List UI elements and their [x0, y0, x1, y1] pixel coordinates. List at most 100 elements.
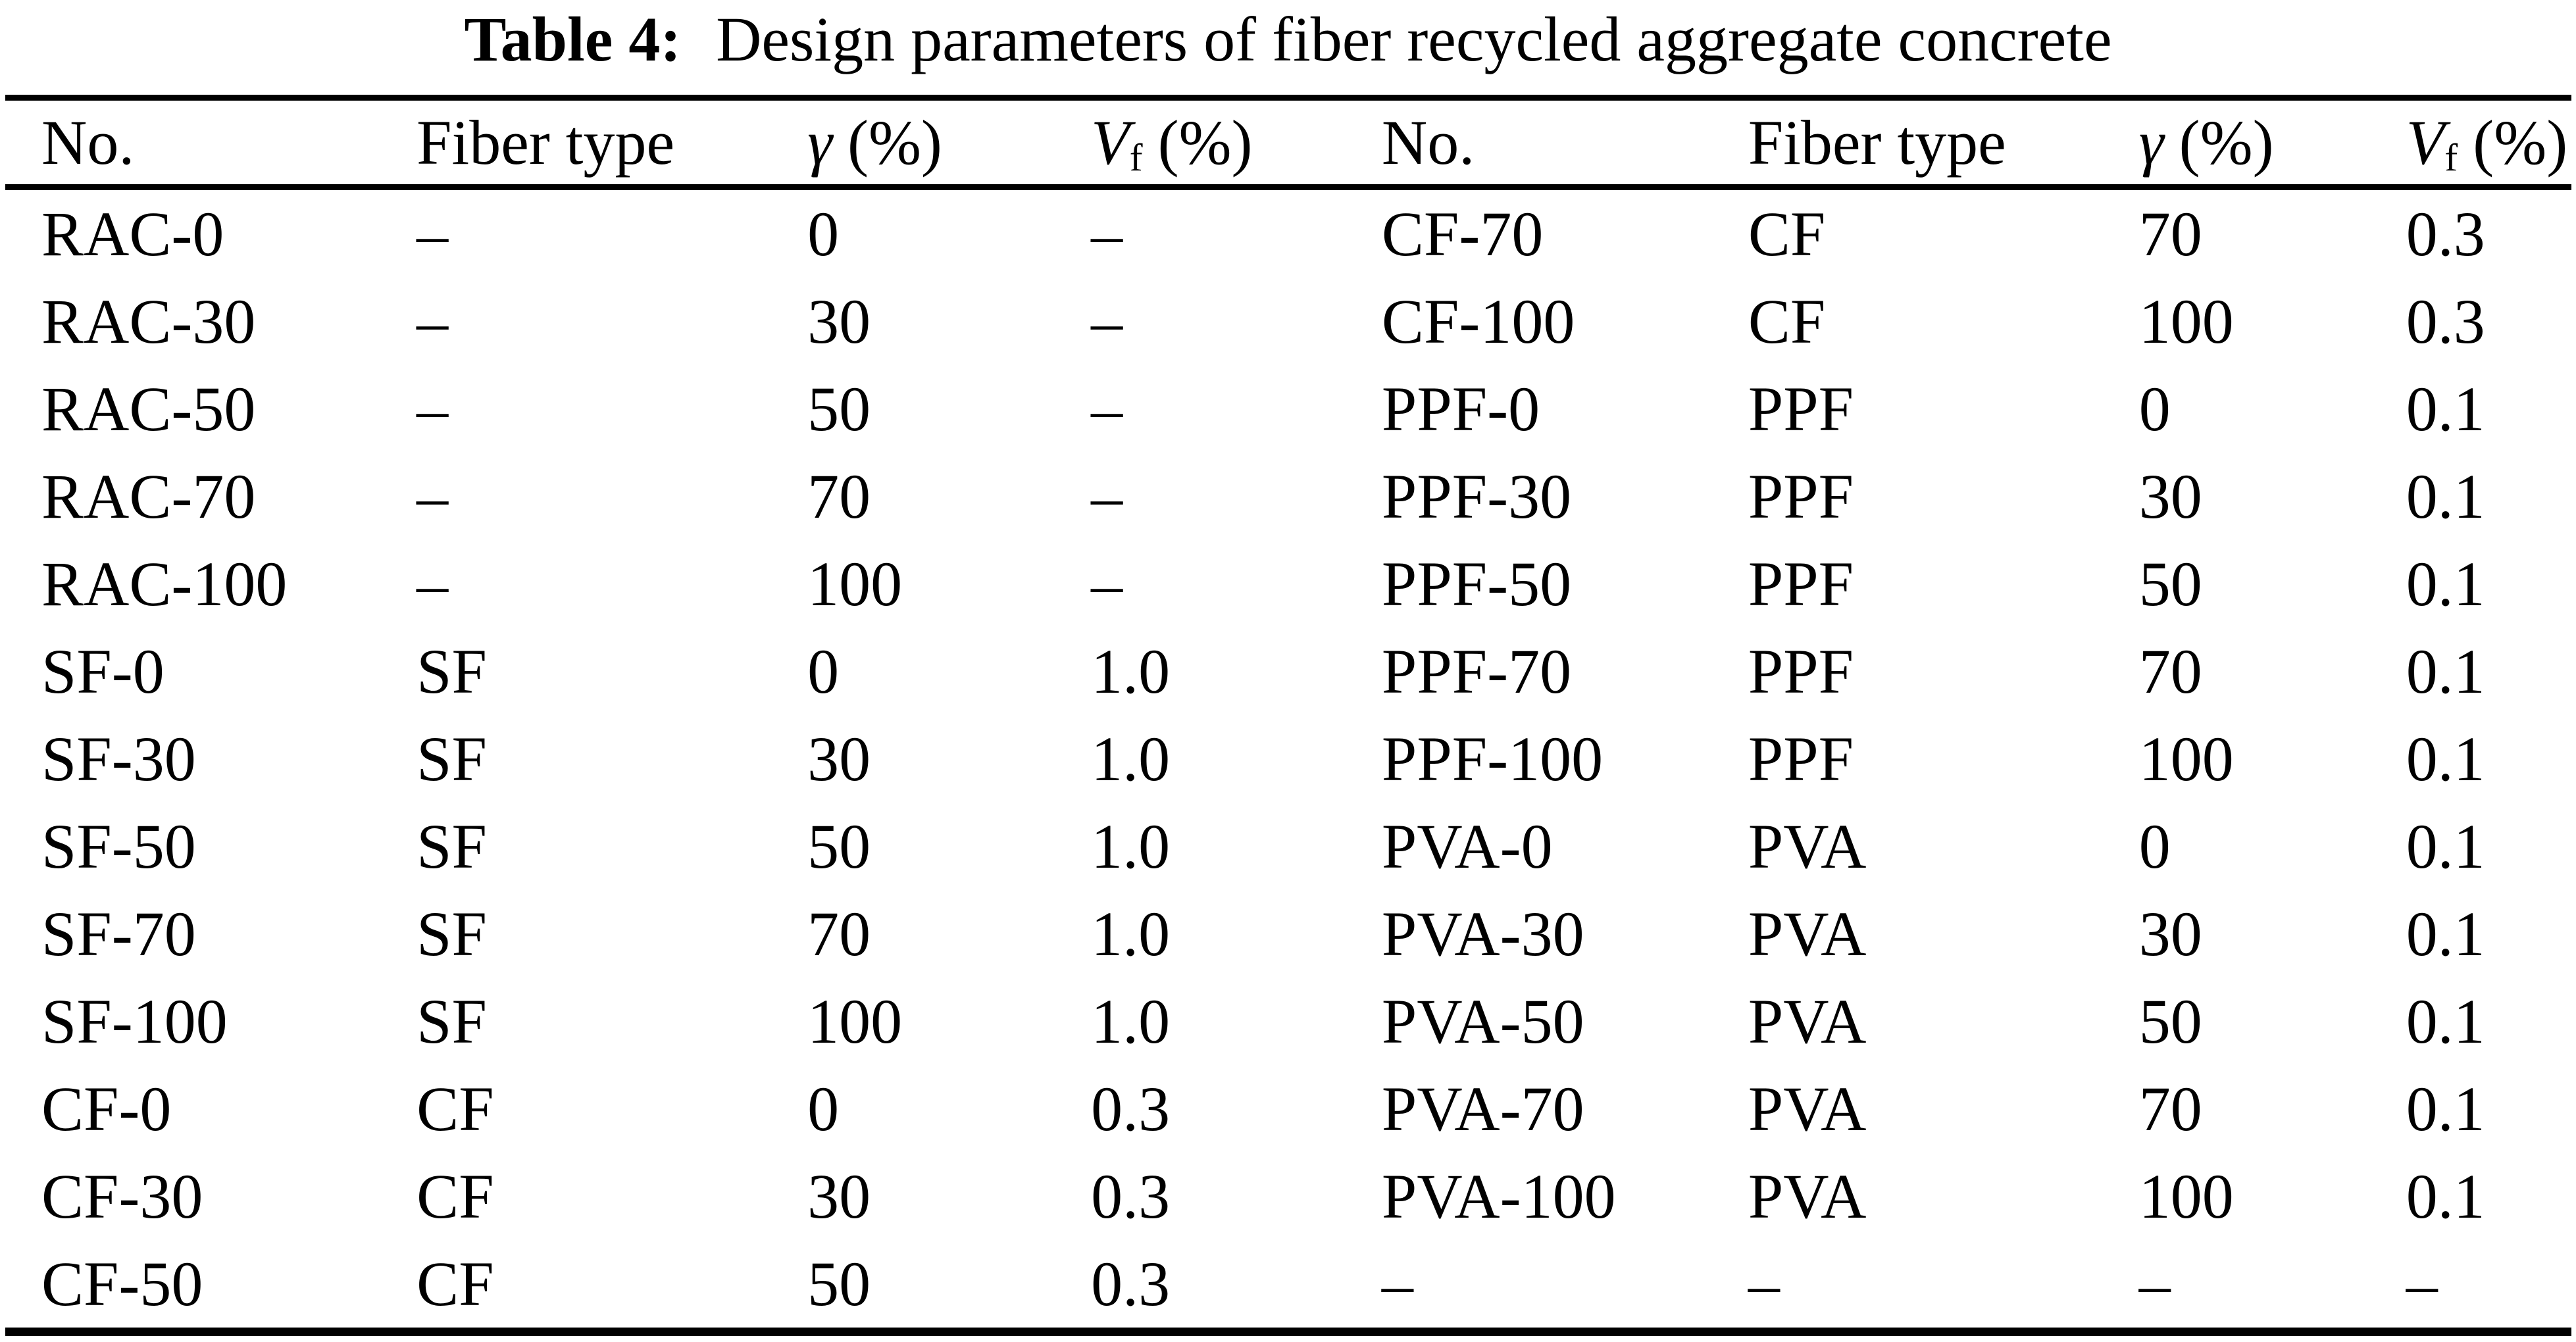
cell-vf: 0.1: [2406, 636, 2485, 707]
table-row: RAC-70 – 70 – PPF-30 PPF 30 0.1: [5, 453, 2571, 540]
cell-vf: –: [1091, 199, 1123, 269]
cell-vf: 0.1: [2406, 899, 2485, 969]
cell-fiber-type: SF: [417, 986, 487, 1056]
cell-gamma: 100: [2138, 286, 2234, 357]
cell-vf: –: [1091, 461, 1123, 532]
vf-unit: (%): [2473, 107, 2568, 178]
cell-fiber-type: PPF: [1748, 374, 1854, 444]
cell-gamma: 30: [807, 286, 871, 357]
vf-unit: (%): [1157, 107, 1253, 178]
header-row: No. Fiber type γ (%) Vf (%) No. Fiber type…: [5, 98, 2571, 187]
cell-fiber-type: PPF: [1748, 461, 1854, 532]
cell-fiber-type: CF: [417, 1074, 494, 1144]
cell-vf: –: [2406, 1249, 2438, 1319]
cell-fiber-type: –: [417, 461, 449, 532]
cell-fiber-type: CF: [417, 1161, 494, 1231]
table-row: CF-50 CF 50 0.3 – – – –: [5, 1240, 2571, 1332]
cell-vf: 0.1: [2406, 374, 2485, 444]
cell-fiber-type: –: [417, 374, 449, 444]
cell-fiber-type: SF: [417, 899, 487, 969]
cell-gamma: 50: [2138, 549, 2202, 619]
table-row: SF-30 SF 30 1.0 PPF-100 PPF 100 0.1: [5, 715, 2571, 803]
header-vf-left: Vf (%): [1091, 98, 1382, 187]
cell-fiber-type: CF: [1748, 199, 1826, 269]
cell-gamma: 0: [2138, 374, 2171, 444]
cell-vf: 1.0: [1091, 899, 1171, 969]
cell-fiber-type: PVA: [1748, 899, 1867, 969]
cell-no: SF-100: [41, 986, 228, 1056]
cell-no: CF-50: [41, 1249, 203, 1319]
gamma-unit: (%): [847, 107, 942, 178]
cell-gamma: 70: [2138, 1074, 2202, 1144]
header-fiber-type-right: Fiber type: [1748, 107, 2006, 178]
table-row: RAC-30 – 30 – CF-100 CF 100 0.3: [5, 278, 2571, 365]
cell-no: –: [1381, 1249, 1413, 1319]
cell-gamma: 50: [807, 811, 871, 882]
table-row: RAC-100 – 100 – PPF-50 PPF 50 0.1: [5, 540, 2571, 628]
cell-vf: 0.3: [2406, 199, 2485, 269]
cell-vf: 1.0: [1091, 986, 1171, 1056]
cell-vf: 1.0: [1091, 811, 1171, 882]
table-row: SF-100 SF 100 1.0 PVA-50 PVA 50 0.1: [5, 978, 2571, 1065]
header-fiber-type-left: Fiber type: [417, 107, 675, 178]
header-gamma-right: γ (%): [2139, 98, 2406, 187]
cell-vf: 0.1: [2406, 1074, 2485, 1144]
cell-no: RAC-100: [41, 549, 288, 619]
cell-fiber-type: –: [1748, 1249, 1780, 1319]
cell-gamma: 30: [807, 1161, 871, 1231]
cell-fiber-type: –: [417, 286, 449, 357]
gamma-unit: (%): [2179, 107, 2274, 178]
cell-vf: 0.1: [2406, 811, 2485, 882]
cell-vf: –: [1091, 286, 1123, 357]
cell-vf: –: [1091, 549, 1123, 619]
cell-no: RAC-30: [41, 286, 256, 357]
cell-no: PPF-100: [1381, 724, 1604, 794]
cell-vf: 0.1: [2406, 549, 2485, 619]
cell-vf: 0.1: [2406, 1161, 2485, 1231]
cell-gamma: 0: [807, 1074, 840, 1144]
cell-no: PVA-70: [1381, 1074, 1584, 1144]
cell-no: SF-30: [41, 724, 196, 794]
cell-gamma: 70: [2138, 199, 2202, 269]
cell-no: PVA-100: [1381, 1161, 1616, 1231]
caption-label: Table 4:: [464, 4, 682, 74]
cell-gamma: 100: [807, 986, 903, 1056]
cell-gamma: 0: [2138, 811, 2171, 882]
cell-fiber-type: PVA: [1748, 1074, 1867, 1144]
table-row: RAC-0 – 0 – CF-70 CF 70 0.3: [5, 187, 2571, 278]
cell-no: SF-50: [41, 811, 196, 882]
table-caption: Table 4: Design parameters of fiber recyc…: [0, 3, 2576, 76]
table-row: CF-30 CF 30 0.3 PVA-100 PVA 100 0.1: [5, 1153, 2571, 1240]
gamma-symbol: γ: [807, 107, 832, 178]
gamma-symbol: γ: [2138, 107, 2164, 178]
cell-vf: –: [1091, 374, 1123, 444]
cell-no: CF-30: [41, 1161, 203, 1231]
header-vf-right: Vf (%): [2406, 98, 2571, 187]
cell-no: PPF-70: [1381, 636, 1572, 707]
cell-fiber-type: PPF: [1748, 724, 1854, 794]
cell-vf: 0.3: [1091, 1074, 1171, 1144]
cell-vf: 0.1: [2406, 724, 2485, 794]
cell-no: PVA-30: [1381, 899, 1584, 969]
cell-gamma: 50: [807, 1249, 871, 1319]
table-row: RAC-50 – 50 – PPF-0 PPF 0 0.1: [5, 365, 2571, 453]
cell-no: PPF-0: [1381, 374, 1540, 444]
cell-fiber-type: SF: [417, 636, 487, 707]
cell-vf: 1.0: [1091, 636, 1171, 707]
table-row: CF-0 CF 0 0.3 PVA-70 PVA 70 0.1: [5, 1065, 2571, 1153]
cell-no: CF-70: [1381, 199, 1544, 269]
cell-gamma: 100: [2138, 1161, 2234, 1231]
cell-fiber-type: CF: [1748, 286, 1826, 357]
cell-gamma: 30: [807, 724, 871, 794]
cell-fiber-type: PVA: [1748, 811, 1867, 882]
cell-gamma: 70: [2138, 636, 2202, 707]
cell-gamma: 0: [807, 199, 840, 269]
cell-gamma: 70: [807, 899, 871, 969]
cell-no: CF-0: [41, 1074, 172, 1144]
cell-no: SF-0: [41, 636, 164, 707]
cell-gamma: 50: [2138, 986, 2202, 1056]
cell-gamma: 70: [807, 461, 871, 532]
cell-gamma: 0: [807, 636, 840, 707]
cell-vf: 0.1: [2406, 986, 2485, 1056]
cell-fiber-type: CF: [417, 1249, 494, 1319]
